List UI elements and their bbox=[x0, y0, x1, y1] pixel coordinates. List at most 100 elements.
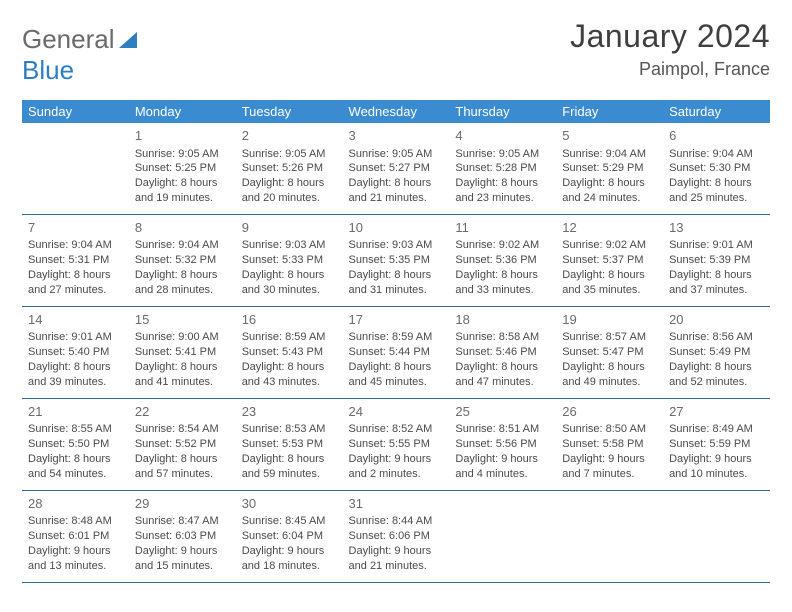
calendar-cell: 14Sunrise: 9:01 AMSunset: 5:40 PMDayligh… bbox=[22, 306, 129, 398]
day2-text: and 28 minutes. bbox=[135, 283, 230, 298]
day1-text: Daylight: 8 hours bbox=[455, 176, 550, 191]
calendar-cell: 31Sunrise: 8:44 AMSunset: 6:06 PMDayligh… bbox=[343, 490, 450, 582]
day1-text: Daylight: 8 hours bbox=[135, 176, 230, 191]
sunset-text: Sunset: 5:25 PM bbox=[135, 161, 230, 176]
day1-text: Daylight: 8 hours bbox=[28, 452, 123, 467]
sunset-text: Sunset: 5:40 PM bbox=[28, 345, 123, 360]
calendar-row: 1Sunrise: 9:05 AMSunset: 5:25 PMDaylight… bbox=[22, 123, 770, 214]
brand-part2: Blue bbox=[22, 55, 74, 85]
calendar-cell bbox=[663, 490, 770, 582]
weekday-header: Wednesday bbox=[343, 100, 450, 123]
day-number: 24 bbox=[349, 403, 444, 421]
calendar-cell: 16Sunrise: 8:59 AMSunset: 5:43 PMDayligh… bbox=[236, 306, 343, 398]
day2-text: and 4 minutes. bbox=[455, 467, 550, 482]
day2-text: and 27 minutes. bbox=[28, 283, 123, 298]
sunrise-text: Sunrise: 8:52 AM bbox=[349, 422, 444, 437]
calendar-cell: 24Sunrise: 8:52 AMSunset: 5:55 PMDayligh… bbox=[343, 398, 450, 490]
calendar-page: GeneralBlue January 2024 Paimpol, France… bbox=[0, 0, 792, 593]
calendar-row: 21Sunrise: 8:55 AMSunset: 5:50 PMDayligh… bbox=[22, 398, 770, 490]
day1-text: Daylight: 8 hours bbox=[135, 360, 230, 375]
day1-text: Daylight: 9 hours bbox=[669, 452, 764, 467]
sunset-text: Sunset: 5:58 PM bbox=[562, 437, 657, 452]
calendar-cell: 27Sunrise: 8:49 AMSunset: 5:59 PMDayligh… bbox=[663, 398, 770, 490]
sunrise-text: Sunrise: 9:05 AM bbox=[349, 147, 444, 162]
day-number: 17 bbox=[349, 311, 444, 329]
sunset-text: Sunset: 5:44 PM bbox=[349, 345, 444, 360]
calendar-cell: 21Sunrise: 8:55 AMSunset: 5:50 PMDayligh… bbox=[22, 398, 129, 490]
day-number: 22 bbox=[135, 403, 230, 421]
day2-text: and 19 minutes. bbox=[135, 191, 230, 206]
sunrise-text: Sunrise: 9:05 AM bbox=[455, 147, 550, 162]
day-number: 9 bbox=[242, 219, 337, 237]
day1-text: Daylight: 9 hours bbox=[242, 544, 337, 559]
sunset-text: Sunset: 5:39 PM bbox=[669, 253, 764, 268]
calendar-cell: 4Sunrise: 9:05 AMSunset: 5:28 PMDaylight… bbox=[449, 123, 556, 214]
sunset-text: Sunset: 5:56 PM bbox=[455, 437, 550, 452]
calendar-cell: 8Sunrise: 9:04 AMSunset: 5:32 PMDaylight… bbox=[129, 214, 236, 306]
calendar-cell: 15Sunrise: 9:00 AMSunset: 5:41 PMDayligh… bbox=[129, 306, 236, 398]
calendar-cell: 25Sunrise: 8:51 AMSunset: 5:56 PMDayligh… bbox=[449, 398, 556, 490]
day-number: 23 bbox=[242, 403, 337, 421]
day1-text: Daylight: 8 hours bbox=[669, 176, 764, 191]
day2-text: and 57 minutes. bbox=[135, 467, 230, 482]
sunrise-text: Sunrise: 8:54 AM bbox=[135, 422, 230, 437]
sail-icon bbox=[117, 30, 139, 50]
sunset-text: Sunset: 5:41 PM bbox=[135, 345, 230, 360]
day2-text: and 41 minutes. bbox=[135, 375, 230, 390]
weekday-header: Sunday bbox=[22, 100, 129, 123]
calendar-cell: 23Sunrise: 8:53 AMSunset: 5:53 PMDayligh… bbox=[236, 398, 343, 490]
day2-text: and 23 minutes. bbox=[455, 191, 550, 206]
sunset-text: Sunset: 5:46 PM bbox=[455, 345, 550, 360]
day1-text: Daylight: 8 hours bbox=[349, 268, 444, 283]
day1-text: Daylight: 8 hours bbox=[455, 268, 550, 283]
day2-text: and 31 minutes. bbox=[349, 283, 444, 298]
day1-text: Daylight: 8 hours bbox=[349, 176, 444, 191]
day-number: 16 bbox=[242, 311, 337, 329]
day1-text: Daylight: 8 hours bbox=[135, 268, 230, 283]
weekday-row: Sunday Monday Tuesday Wednesday Thursday… bbox=[22, 100, 770, 123]
calendar-cell: 29Sunrise: 8:47 AMSunset: 6:03 PMDayligh… bbox=[129, 490, 236, 582]
sunrise-text: Sunrise: 8:59 AM bbox=[349, 330, 444, 345]
day-number: 8 bbox=[135, 219, 230, 237]
calendar-cell: 6Sunrise: 9:04 AMSunset: 5:30 PMDaylight… bbox=[663, 123, 770, 214]
sunset-text: Sunset: 5:33 PM bbox=[242, 253, 337, 268]
sunrise-text: Sunrise: 9:04 AM bbox=[562, 147, 657, 162]
sunrise-text: Sunrise: 9:05 AM bbox=[135, 147, 230, 162]
sunrise-text: Sunrise: 8:55 AM bbox=[28, 422, 123, 437]
day2-text: and 25 minutes. bbox=[669, 191, 764, 206]
sunrise-text: Sunrise: 8:51 AM bbox=[455, 422, 550, 437]
sunrise-text: Sunrise: 9:04 AM bbox=[135, 238, 230, 253]
day-number: 21 bbox=[28, 403, 123, 421]
day1-text: Daylight: 9 hours bbox=[455, 452, 550, 467]
day2-text: and 10 minutes. bbox=[669, 467, 764, 482]
day-number: 5 bbox=[562, 127, 657, 145]
day2-text: and 18 minutes. bbox=[242, 559, 337, 574]
calendar-cell bbox=[22, 123, 129, 214]
sunrise-text: Sunrise: 8:44 AM bbox=[349, 514, 444, 529]
day2-text: and 20 minutes. bbox=[242, 191, 337, 206]
day2-text: and 37 minutes. bbox=[669, 283, 764, 298]
day1-text: Daylight: 9 hours bbox=[349, 544, 444, 559]
day1-text: Daylight: 9 hours bbox=[349, 452, 444, 467]
day2-text: and 30 minutes. bbox=[242, 283, 337, 298]
sunrise-text: Sunrise: 9:01 AM bbox=[28, 330, 123, 345]
location: Paimpol, France bbox=[570, 59, 770, 80]
sunset-text: Sunset: 6:01 PM bbox=[28, 529, 123, 544]
calendar-cell: 9Sunrise: 9:03 AMSunset: 5:33 PMDaylight… bbox=[236, 214, 343, 306]
sunrise-text: Sunrise: 8:59 AM bbox=[242, 330, 337, 345]
sunset-text: Sunset: 5:31 PM bbox=[28, 253, 123, 268]
sunrise-text: Sunrise: 8:47 AM bbox=[135, 514, 230, 529]
sunrise-text: Sunrise: 9:02 AM bbox=[455, 238, 550, 253]
day1-text: Daylight: 8 hours bbox=[242, 268, 337, 283]
day1-text: Daylight: 9 hours bbox=[28, 544, 123, 559]
calendar-cell: 18Sunrise: 8:58 AMSunset: 5:46 PMDayligh… bbox=[449, 306, 556, 398]
day1-text: Daylight: 8 hours bbox=[242, 360, 337, 375]
day-number: 2 bbox=[242, 127, 337, 145]
sunset-text: Sunset: 6:04 PM bbox=[242, 529, 337, 544]
day-number: 25 bbox=[455, 403, 550, 421]
day1-text: Daylight: 8 hours bbox=[669, 360, 764, 375]
day1-text: Daylight: 8 hours bbox=[242, 452, 337, 467]
day2-text: and 45 minutes. bbox=[349, 375, 444, 390]
sunset-text: Sunset: 5:30 PM bbox=[669, 161, 764, 176]
day1-text: Daylight: 8 hours bbox=[135, 452, 230, 467]
